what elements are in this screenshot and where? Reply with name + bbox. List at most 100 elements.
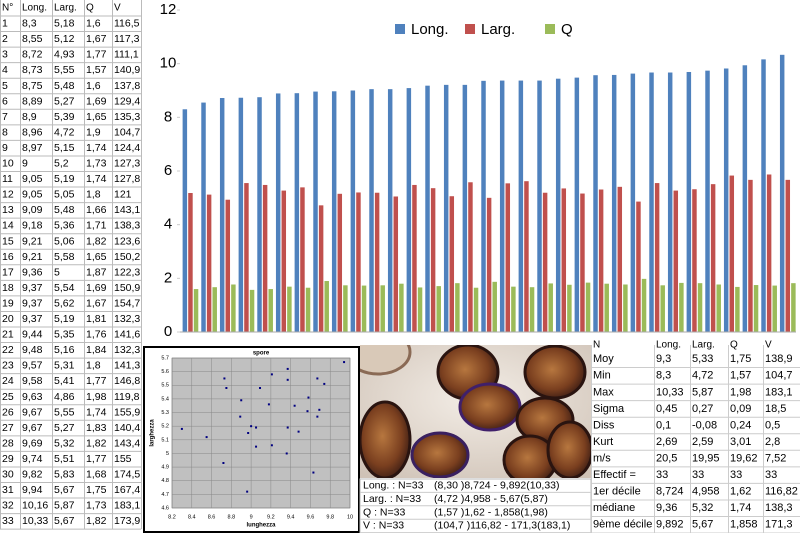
bar [356, 192, 361, 332]
table-cell: 155,9 [114, 406, 140, 418]
table-cell: 174,5 [114, 469, 140, 481]
table-cell: 9,94 [22, 484, 43, 496]
y-tick-label: 4.6 [161, 505, 169, 511]
table-cell: 33 [2, 515, 14, 527]
bar [343, 285, 348, 332]
stats-cell: 1,62 [730, 486, 751, 498]
table-cell: 14 [2, 220, 14, 232]
point [286, 378, 289, 381]
bar [705, 70, 710, 332]
x-axis-label: lunghezza [246, 523, 276, 529]
bar [772, 285, 777, 332]
bar [206, 194, 212, 332]
table-cell: 30 [2, 469, 14, 481]
table-cell: 150,2 [114, 251, 140, 263]
table-cell: 121 [114, 189, 132, 201]
stats-cell: Effectif = [593, 469, 636, 481]
table-cell: 1,73 [86, 500, 107, 512]
bar [350, 90, 356, 332]
table-cell: 18 [2, 282, 14, 294]
table-cell: 132,3 [114, 344, 140, 356]
bar [275, 93, 281, 333]
table-cell: 155 [114, 453, 132, 465]
table-cell: 1,57 [86, 64, 107, 76]
y-tick-label: 4.9 [161, 465, 169, 471]
table-cell: 5,39 [54, 111, 75, 123]
table-cell: 5,2 [54, 158, 69, 170]
point [239, 415, 242, 418]
bar [505, 183, 511, 332]
table-cell: 5,35 [54, 329, 75, 341]
table-cell: 1,74 [86, 406, 107, 418]
bar [748, 179, 753, 332]
table-cell: 5,67 [54, 515, 75, 527]
point [259, 387, 262, 389]
point [240, 399, 243, 402]
y-tick-label: 8 [164, 108, 172, 125]
table-cell: 5,32 [54, 437, 75, 449]
table-cell: 1,75 [86, 484, 107, 496]
table-cell: 13 [2, 204, 14, 216]
table-cell: 27 [2, 422, 14, 434]
table-cell: 4 [2, 64, 8, 76]
table-cell: 2 [2, 33, 8, 45]
table-cell: 8,75 [22, 80, 43, 92]
bar [436, 286, 441, 332]
x-tick-label: 9.6 [307, 514, 315, 520]
table-cell: 1,6 [86, 80, 101, 92]
bar [529, 287, 535, 332]
table-cell: 140,4 [114, 422, 140, 434]
bar [492, 281, 497, 332]
table-cell: 8,73 [22, 64, 43, 76]
bar [294, 93, 300, 332]
bar [723, 68, 729, 332]
table-cell: 1,82 [86, 437, 107, 449]
table-cell: 5,48 [54, 204, 75, 216]
table-cell: 5,27 [54, 95, 75, 107]
stats-cell: 138,3 [765, 502, 793, 514]
bar [735, 286, 740, 332]
bar [623, 284, 628, 332]
bar [262, 184, 268, 332]
table-cell: 26 [2, 406, 14, 418]
stats-cell: médiane [593, 502, 635, 514]
table-cell: 1,82 [86, 235, 107, 247]
table-cell: 8,97 [22, 142, 43, 154]
table-cell: 24 [2, 375, 14, 387]
table-cell: 9,05 [22, 189, 43, 201]
legend-label: Q [561, 21, 573, 38]
table-cell: 5,62 [54, 297, 75, 309]
table-cell: 1,82 [86, 515, 107, 527]
x-tick-label: 8.4 [188, 514, 196, 520]
y-tick-label: 4 [164, 216, 172, 233]
table-cell: 5,41 [54, 375, 75, 387]
x-tick-label: 8.8 [228, 514, 236, 520]
x-tick-label: 9.8 [326, 514, 334, 520]
table-cell: 1,8 [86, 189, 101, 201]
bar [462, 84, 468, 333]
table-cell: 9,44 [22, 329, 43, 341]
table-cell: 5,19 [54, 313, 75, 325]
point [323, 382, 326, 385]
table-cell: 143,1 [114, 204, 140, 216]
bar [593, 75, 598, 332]
legend-swatch [395, 24, 405, 34]
x-tick-label: 9.4 [287, 514, 295, 520]
table-cell: 8,55 [22, 33, 43, 45]
table-cell: 9,69 [22, 437, 43, 449]
table-cell: 7 [2, 111, 8, 123]
bar [387, 89, 393, 333]
bar [548, 283, 553, 332]
point [255, 426, 258, 429]
bar [225, 199, 231, 332]
stats-cell: m/s [593, 452, 611, 464]
table-cell: 8,72 [22, 49, 43, 61]
table-cell: 10,16 [22, 500, 48, 512]
table-cell: 11 [2, 173, 13, 185]
y-tick-label: 5.2 [161, 424, 169, 430]
bar [193, 289, 199, 332]
bar [585, 282, 591, 332]
bar [244, 183, 249, 332]
table-cell: 135,3 [114, 111, 140, 123]
